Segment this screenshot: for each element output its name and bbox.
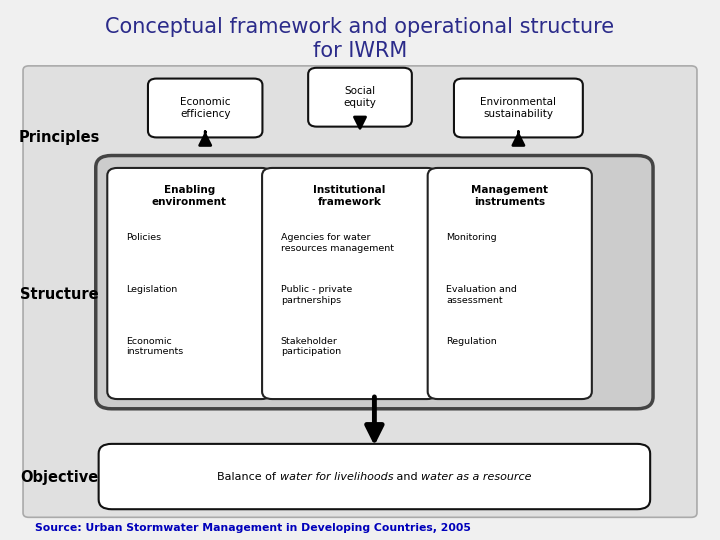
Text: Principles: Principles: [18, 130, 100, 145]
Text: and: and: [393, 471, 421, 482]
Text: Monitoring: Monitoring: [446, 233, 497, 242]
FancyBboxPatch shape: [262, 168, 437, 399]
FancyBboxPatch shape: [454, 78, 582, 137]
FancyBboxPatch shape: [23, 66, 697, 517]
FancyBboxPatch shape: [107, 168, 271, 399]
FancyBboxPatch shape: [99, 444, 650, 509]
Text: Structure: Structure: [19, 287, 99, 302]
Text: for IWRM: for IWRM: [313, 41, 407, 62]
Text: water for livelihoods: water for livelihoods: [279, 471, 393, 482]
Text: Regulation: Regulation: [446, 337, 497, 346]
Text: Evaluation and
assessment: Evaluation and assessment: [446, 285, 517, 305]
Text: Management
instruments: Management instruments: [472, 185, 548, 207]
Text: Economic
instruments: Economic instruments: [126, 337, 184, 356]
Text: Public - private
partnerships: Public - private partnerships: [281, 285, 352, 305]
Text: Stakeholder
participation: Stakeholder participation: [281, 337, 341, 356]
Text: Legislation: Legislation: [126, 285, 177, 294]
Text: Conceptual framework and operational structure: Conceptual framework and operational str…: [105, 17, 615, 37]
FancyBboxPatch shape: [96, 156, 653, 409]
Text: Social
equity: Social equity: [343, 86, 377, 108]
FancyBboxPatch shape: [148, 78, 262, 137]
Text: Agencies for water
resources management: Agencies for water resources management: [281, 233, 394, 253]
FancyBboxPatch shape: [308, 68, 412, 126]
Text: Objective: Objective: [20, 470, 98, 485]
Text: water as a resource: water as a resource: [421, 471, 531, 482]
Text: Policies: Policies: [126, 233, 161, 242]
Text: Institutional
framework: Institutional framework: [313, 185, 386, 207]
FancyBboxPatch shape: [428, 168, 592, 399]
Text: Environmental
sustainability: Environmental sustainability: [480, 97, 557, 119]
Text: Source: Urban Stormwater Management in Developing Countries, 2005: Source: Urban Stormwater Management in D…: [35, 523, 470, 533]
Text: Balance of: Balance of: [217, 471, 279, 482]
Text: Enabling
environment: Enabling environment: [152, 185, 227, 207]
Text: Economic
efficiency: Economic efficiency: [180, 97, 230, 119]
